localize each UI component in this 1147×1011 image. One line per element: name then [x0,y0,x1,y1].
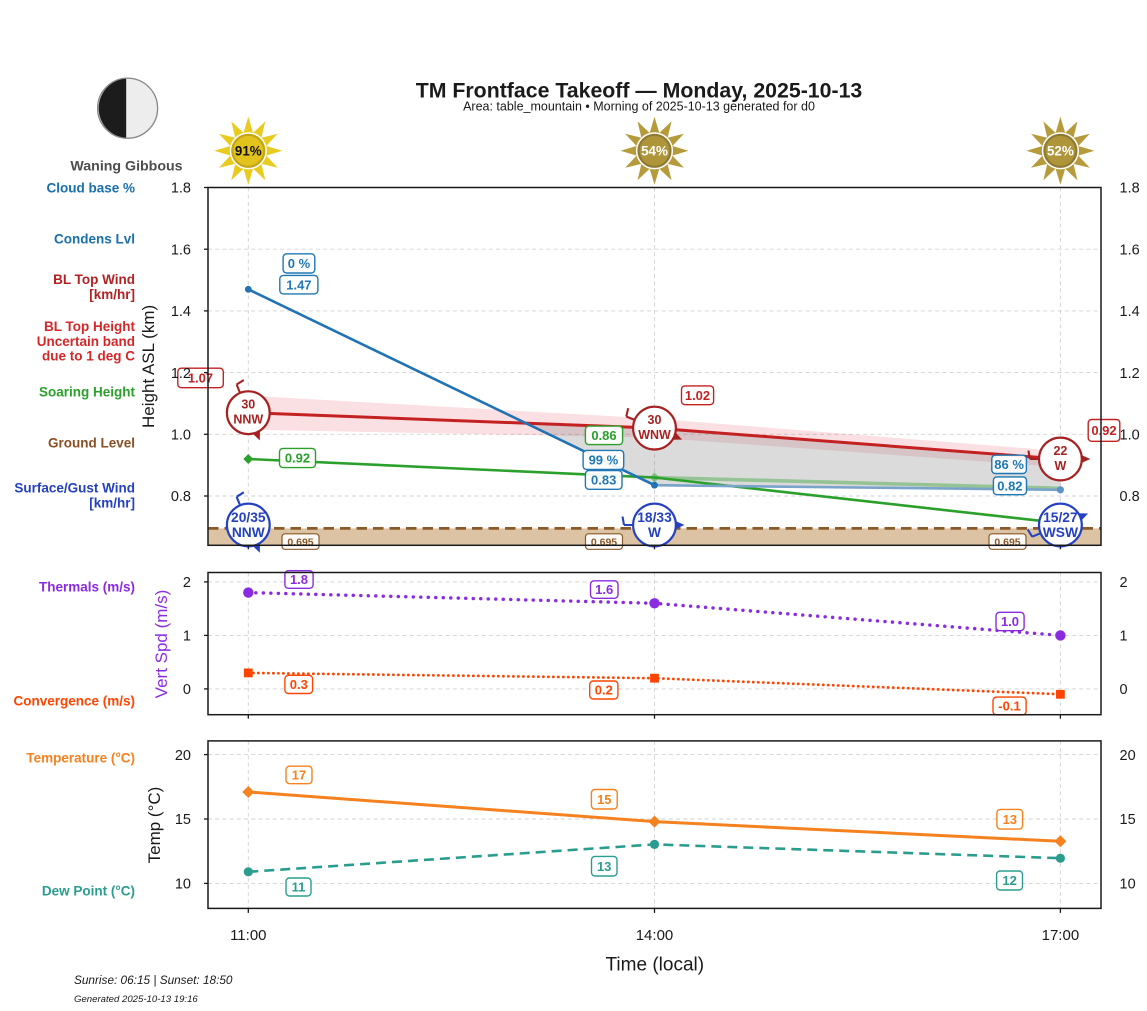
svg-text:0.92: 0.92 [285,451,310,466]
svg-text:1.47: 1.47 [286,277,311,292]
svg-text:Cloud base %: Cloud base % [46,180,135,195]
svg-text:1.6: 1.6 [595,582,613,597]
svg-text:NNW: NNW [232,525,266,540]
svg-text:1.07: 1.07 [188,371,213,386]
svg-text:0 %: 0 % [288,256,311,271]
svg-text:1: 1 [1120,629,1128,645]
svg-text:NNW: NNW [233,413,263,427]
svg-text:WSW: WSW [1043,525,1079,540]
svg-text:Temp (°C): Temp (°C) [145,787,164,864]
svg-text:20: 20 [175,748,191,764]
svg-text:22: 22 [1053,444,1067,458]
svg-text:30: 30 [241,398,255,412]
svg-text:2: 2 [1120,575,1128,591]
svg-text:17: 17 [292,768,306,783]
svg-text:1.0: 1.0 [1001,614,1019,629]
svg-text:1.4: 1.4 [1120,304,1140,320]
svg-text:1: 1 [183,629,191,645]
svg-text:0.695: 0.695 [287,536,313,548]
svg-text:Area: table_mountain • Morning: Area: table_mountain • Morning of 2025-1… [463,100,815,114]
svg-text:Height ASL (km): Height ASL (km) [139,305,158,428]
svg-text:1.2: 1.2 [1120,366,1140,382]
svg-text:Dew Point (°C): Dew Point (°C) [42,884,135,899]
svg-text:WNW: WNW [638,428,671,442]
svg-text:0: 0 [183,682,191,698]
svg-text:0.695: 0.695 [994,536,1020,548]
svg-text:15: 15 [597,792,611,807]
svg-text:Uncertain band: Uncertain band [37,334,135,349]
svg-text:Sunrise: 06:15 | Sunset: 18:50: Sunrise: 06:15 | Sunset: 18:50 [74,973,233,987]
svg-text:Thermals (m/s): Thermals (m/s) [39,580,135,595]
svg-text:20: 20 [1120,748,1136,764]
svg-text:Surface/Gust Wind: Surface/Gust Wind [14,481,135,496]
svg-text:-0.1: -0.1 [998,699,1020,714]
svg-text:17:00: 17:00 [1042,927,1080,944]
svg-text:0.3: 0.3 [290,677,308,692]
svg-text:2: 2 [183,575,191,591]
svg-text:0.86: 0.86 [591,428,616,443]
svg-text:86 %: 86 % [994,457,1024,472]
svg-text:11:00: 11:00 [230,927,266,944]
svg-text:30: 30 [648,413,662,427]
svg-text:Generated 2025-10-13 19:16: Generated 2025-10-13 19:16 [74,994,198,1005]
svg-text:0.695: 0.695 [591,536,617,548]
svg-text:1.02: 1.02 [685,388,710,403]
svg-text:18/33: 18/33 [637,510,672,525]
svg-text:91%: 91% [235,144,262,159]
svg-text:1.8: 1.8 [171,181,191,197]
svg-text:due to 1 deg C: due to 1 deg C [42,348,135,363]
svg-text:11: 11 [292,880,306,895]
svg-text:20/35: 20/35 [231,510,266,525]
svg-text:15/27: 15/27 [1043,510,1078,525]
svg-text:1.6: 1.6 [171,242,191,258]
svg-text:1.2: 1.2 [171,366,191,382]
svg-text:Condens Lvl: Condens Lvl [54,232,135,247]
svg-text:Soaring Height: Soaring Height [39,385,136,400]
svg-text:Vert Spd (m/s): Vert Spd (m/s) [152,590,171,699]
svg-text:10: 10 [1120,877,1136,893]
svg-text:Temperature (°C): Temperature (°C) [26,751,135,766]
svg-text:1.4: 1.4 [171,304,191,320]
svg-text:W: W [1054,459,1066,473]
svg-text:99 %: 99 % [589,453,619,468]
svg-text:1.8: 1.8 [290,572,308,587]
svg-text:0.82: 0.82 [997,479,1022,494]
svg-text:W: W [648,525,662,540]
svg-text:0.8: 0.8 [1120,489,1140,505]
svg-text:13: 13 [597,859,611,874]
svg-text:12: 12 [1002,873,1016,888]
svg-text:TM Frontface Takeoff — Monday,: TM Frontface Takeoff — Monday, 2025-10-1… [416,79,863,103]
svg-text:0.8: 0.8 [171,489,191,505]
svg-text:BL Top Height: BL Top Height [44,319,135,334]
svg-text:10: 10 [175,877,191,893]
svg-text:BL Top Wind: BL Top Wind [53,272,135,287]
svg-text:Time (local): Time (local) [606,955,705,976]
svg-text:[km/hr]: [km/hr] [89,496,135,511]
svg-text:0: 0 [1120,682,1128,698]
svg-text:1.8: 1.8 [1120,181,1140,197]
svg-text:13: 13 [1003,812,1017,827]
svg-text:1.0: 1.0 [171,428,191,444]
svg-text:15: 15 [175,812,191,828]
svg-text:Ground Level: Ground Level [48,435,135,450]
svg-text:0.2: 0.2 [595,683,613,698]
svg-text:1.6: 1.6 [1120,242,1140,258]
svg-text:14:00: 14:00 [636,927,674,944]
svg-text:54%: 54% [641,144,668,159]
svg-text:0.83: 0.83 [591,473,616,488]
svg-text:0.92: 0.92 [1091,423,1116,438]
svg-text:Waning Gibbous: Waning Gibbous [70,159,182,175]
svg-text:52%: 52% [1047,144,1074,159]
svg-text:1.0: 1.0 [1120,428,1140,444]
svg-text:Convergence (m/s): Convergence (m/s) [13,694,135,709]
svg-text:[km/hr]: [km/hr] [89,287,135,302]
svg-text:15: 15 [1120,812,1136,828]
